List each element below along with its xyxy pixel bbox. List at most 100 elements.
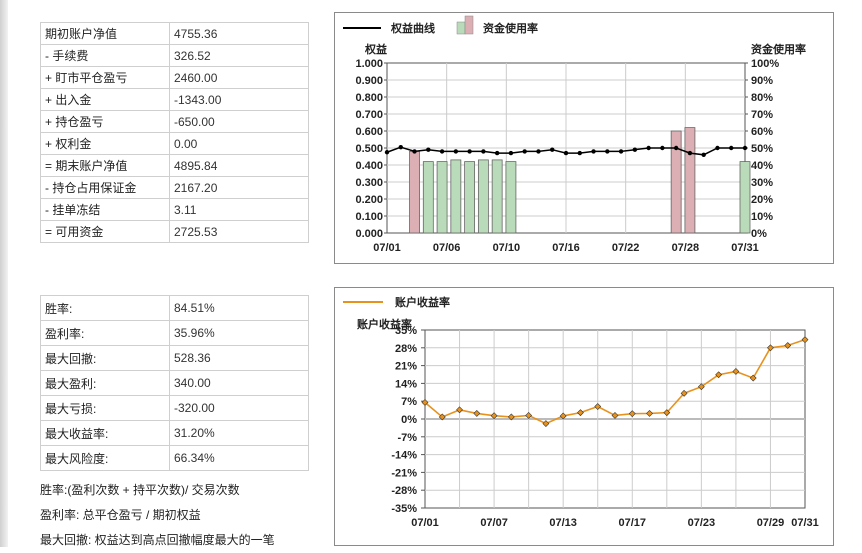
return-point (680, 389, 688, 397)
right-tick-label: 70% (751, 109, 773, 121)
left-axis-title: 权益 (364, 42, 387, 56)
account-row: + 盯市平仓盈亏 2460.00 (40, 66, 309, 89)
legend-equity-label: 权益曲线 (390, 21, 435, 35)
legend-usage-label: 资金使用率 (483, 21, 538, 35)
account-value: 326.52 (169, 44, 309, 67)
stat-label: 盈利率: (40, 320, 170, 346)
account-summary-table: 期初账户净值 4755.36- 手续费 326.52 + 盯市平仓盈亏 2460.00 +… (40, 22, 309, 243)
stat-row: 胜率: 84.51% (40, 295, 309, 321)
y-tick-label: 21% (395, 361, 417, 373)
left-tick-label: 0.700 (355, 109, 383, 121)
y-tick-label: 7% (401, 396, 417, 408)
usage-bar (505, 161, 517, 234)
equity-point (715, 145, 720, 151)
equity-point (522, 149, 527, 154)
left-tick-label: 0.900 (355, 75, 383, 87)
account-value: -1343.00 (169, 88, 309, 111)
equity-point (550, 147, 555, 152)
y-tick-label: -21% (391, 467, 417, 479)
statistics-table: 胜率: 84.51% 盈利率: 35.96% 最大回撤: 528.36 最大盈利: 340.0… (40, 295, 309, 471)
x-tick-label: 07/10 (493, 242, 521, 254)
stat-value: -320.00 (169, 395, 309, 421)
y-tick-label: 28% (395, 343, 417, 355)
left-tick-label: 0.600 (355, 126, 383, 138)
right-axis-title: 资金使用率 (751, 42, 806, 56)
stat-row: 最大盈利: 340.00 (40, 370, 309, 396)
legend-usage-swatch-low (456, 21, 466, 35)
account-row: + 出入金 -1343.00 (40, 88, 309, 111)
x-tick-label: 07/29 (757, 517, 785, 529)
x-tick-label: 07/22 (612, 242, 640, 254)
legend-return-label: 账户收益率 (395, 295, 450, 309)
note-profit-rate: 盈利率: 总平仓盈亏 / 期初权益 (40, 508, 201, 522)
account-value: 2725.53 (169, 220, 309, 243)
y-tick-label: 35% (395, 325, 417, 337)
usage-bar (684, 127, 696, 234)
equity-point (398, 144, 403, 150)
equity-point (453, 149, 459, 154)
right-tick-label: 10% (751, 211, 773, 223)
account-row: 期初账户净值 4755.36 (40, 22, 309, 45)
account-value: 2167.20 (169, 176, 309, 199)
equity-point (563, 150, 569, 156)
account-row: - 持仓占用保证金 2167.20 (40, 176, 309, 199)
account-value: -650.00 (169, 110, 309, 133)
x-tick-label: 07/28 (672, 242, 700, 254)
usage-bar (450, 159, 462, 234)
stat-label: 最大亏损: (40, 395, 170, 421)
stat-row: 最大风险度: 66.34% (40, 445, 309, 471)
x-tick-label: 07/17 (619, 517, 647, 529)
return-point (542, 420, 550, 428)
account-label: = 可用资金 (40, 220, 170, 243)
usage-bar (491, 159, 503, 234)
account-label: + 权利金 (40, 132, 170, 155)
account-label: - 挂单冻结 (40, 198, 170, 221)
return-point (421, 399, 429, 406)
stat-row: 盈利率: 35.96% (40, 320, 309, 346)
right-tick-label: 50% (751, 143, 773, 155)
equity-point (536, 149, 541, 154)
account-value: 2460.00 (169, 66, 309, 89)
return-point (784, 342, 792, 349)
x-tick-label: 07/07 (480, 517, 508, 529)
equity-point (481, 149, 486, 154)
usage-bar (409, 150, 420, 234)
equity-point (467, 149, 472, 154)
left-tick-label: 1.000 (355, 58, 383, 70)
x-tick-label: 07/31 (791, 517, 819, 529)
left-tick-label: 0.500 (355, 143, 383, 155)
stat-label: 最大风险度: (40, 445, 170, 471)
account-row: = 期末账户净值 4895.84 (40, 154, 309, 177)
usage-bar (436, 161, 448, 234)
y-tick-label: -28% (391, 485, 417, 497)
x-tick-label: 07/31 (731, 242, 759, 254)
equity-point (494, 150, 500, 156)
right-tick-label: 80% (751, 92, 773, 104)
account-value: 3.11 (169, 198, 309, 221)
y-tick-label: 0% (401, 414, 417, 426)
left-tick-label: 0.400 (355, 160, 383, 172)
right-tick-label: 0% (751, 228, 767, 240)
y-tick-label: -7% (397, 432, 417, 444)
left-tick-label: 0.800 (355, 92, 383, 104)
return-point (438, 413, 446, 421)
equity-point (508, 150, 514, 156)
legend-usage-swatch-high (464, 15, 474, 35)
return-point (473, 409, 481, 417)
return-point (732, 368, 740, 375)
account-label: 期初账户净值 (40, 22, 170, 45)
account-label: - 手续费 (40, 44, 170, 67)
account-value: 4755.36 (169, 22, 309, 45)
account-row: = 可用资金 2725.53 (40, 220, 309, 243)
stat-row: 最大回撤: 528.36 (40, 345, 309, 371)
window-edge (0, 0, 8, 547)
note-max-drawdown: 最大回撤: 权益达到高点回撤幅度最大的一笔 (40, 533, 275, 547)
return-point (456, 406, 463, 414)
left-tick-label: 0.200 (355, 194, 383, 206)
account-value: 0.00 (169, 132, 309, 155)
return-point (767, 344, 774, 352)
stat-value: 84.51% (169, 295, 309, 321)
x-tick-label: 07/23 (688, 517, 716, 529)
equity-point (384, 150, 390, 155)
